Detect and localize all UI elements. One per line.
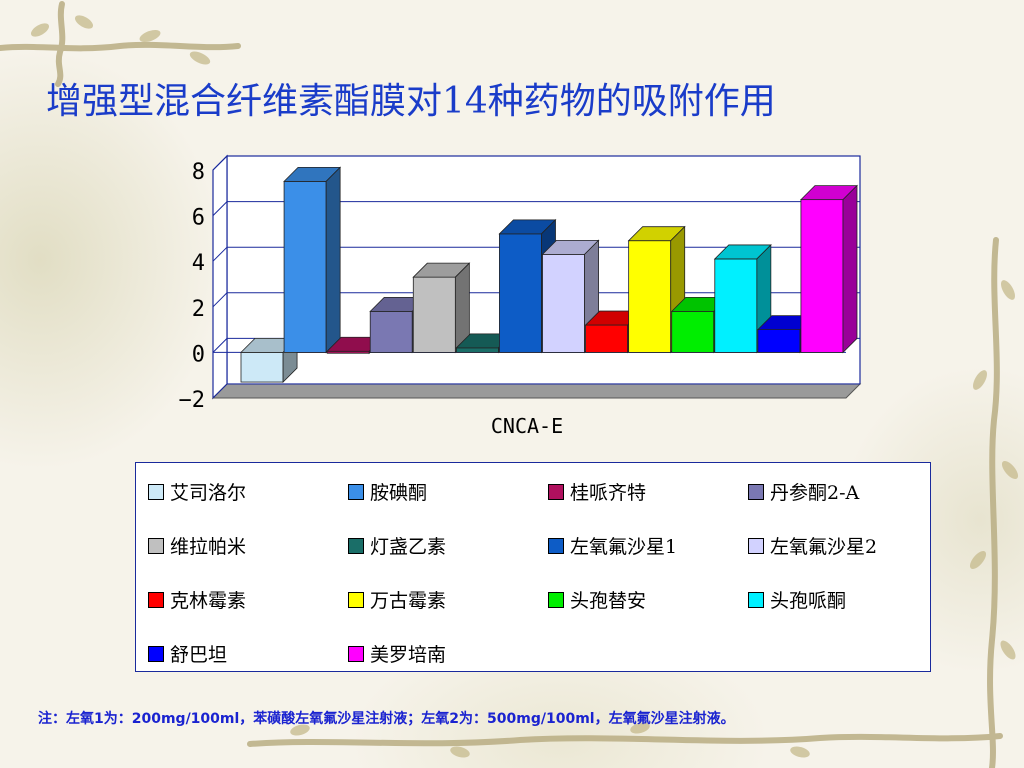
legend-item: 胺碘酮 (348, 478, 427, 505)
legend-item: 桂哌齐特 (548, 478, 646, 505)
legend-label: 桂哌齐特 (570, 482, 647, 504)
legend-label: 舒巴坦 (170, 644, 228, 666)
legend-item: 维拉帕米 (148, 532, 246, 559)
legend-swatch (748, 591, 764, 608)
legend-label: 胺碘酮 (370, 482, 428, 504)
legend-swatch (148, 645, 164, 662)
chart-side-wall (212, 154, 228, 400)
gridline (212, 155, 860, 171)
bar-front-face (499, 233, 542, 353)
legend-swatch (148, 483, 164, 500)
legend-swatch (148, 591, 164, 608)
chart-floor (211, 383, 862, 399)
y-axis-ticks: 8 6 4 2 0 −2 (179, 160, 206, 413)
legend-label: 万古霉素 (370, 590, 447, 612)
legend-item: 舒巴坦 (148, 640, 227, 667)
y-tick-label: 6 (192, 206, 205, 231)
legend-swatch (748, 537, 764, 554)
legend-swatch (548, 483, 564, 500)
bar-side-face (325, 166, 341, 354)
legend-item: 左氧氟沙星1 (548, 532, 677, 559)
legend-swatch (548, 537, 564, 554)
bar-front-face (800, 199, 844, 353)
legend-item: 头孢哌酮 (748, 586, 846, 613)
legend-label: 美罗培南 (370, 644, 447, 666)
legend-label: 克林霉素 (170, 590, 247, 612)
legend-item: 美罗培南 (348, 640, 446, 667)
chart-legend: 艾司洛尔 胺碘酮 桂哌齐特 丹参酮2-A 维拉帕米 灯盏乙素 左氧氟沙星1 左氧氟沙星2 克林霉… (135, 462, 931, 672)
legend-label: 丹参酮2-A (770, 482, 860, 504)
legend-item: 丹参酮2-A (748, 478, 859, 505)
y-tick-label: 2 (192, 297, 205, 322)
legend-swatch (348, 537, 364, 554)
legend-swatch (148, 537, 164, 554)
bar-2 (283, 166, 342, 354)
y-tick-label: −2 (179, 388, 206, 413)
bar-chart: 8 6 4 2 0 −2 CNCA-E (179, 154, 862, 438)
bar-front-face (714, 258, 758, 353)
legend-label: 艾司洛尔 (170, 482, 247, 504)
bar-front-face (240, 351, 284, 383)
legend-label: 左氧氟沙星1 (570, 536, 678, 558)
legend-item: 头孢替安 (548, 586, 646, 613)
legend-item: 克林霉素 (148, 586, 246, 613)
gridline (212, 201, 860, 216)
bar-14 (799, 184, 858, 354)
bar-front-face (671, 310, 715, 353)
y-tick-label: 4 (192, 251, 205, 276)
legend-item: 左氧氟沙星2 (748, 532, 877, 559)
footnote: 注：左氧1为：200mg/100ml，苯磺酸左氧氟沙星注射液；左氧2为：500m… (38, 711, 735, 727)
bar-front-face (283, 180, 327, 353)
legend-swatch (348, 591, 364, 608)
legend-label: 头孢哌酮 (770, 590, 847, 612)
bar-12 (713, 243, 772, 354)
legend-label: 灯盏乙素 (370, 536, 447, 558)
bar-front-face (412, 276, 456, 353)
bar-front-face (542, 253, 585, 353)
legend-item: 艾司洛尔 (148, 478, 246, 505)
bar-front-face (369, 310, 413, 353)
gridline (212, 383, 860, 399)
legend-swatch (548, 591, 564, 608)
legend-item: 万古霉素 (348, 586, 446, 613)
bar-5 (412, 262, 471, 354)
legend-label: 左氧氟沙星2 (770, 536, 878, 558)
legend-label: 维拉帕米 (170, 536, 247, 558)
y-tick-label: 8 (192, 160, 205, 185)
legend-label: 头孢替安 (570, 590, 647, 612)
bar-side-face (842, 184, 858, 354)
bar-front-face (455, 347, 499, 353)
legend-item: 灯盏乙素 (348, 532, 446, 559)
legend-swatch (748, 483, 764, 500)
legend-swatch (348, 645, 364, 662)
bar-front-face (628, 240, 672, 353)
bar-front-face (585, 324, 629, 353)
bar-front-face (757, 329, 801, 353)
x-axis-category-label: CNCA-E (491, 414, 563, 438)
page-title: 增强型混合纤维素酯膜对14种药物的吸附作用 (46, 81, 776, 122)
chart-bars (240, 166, 858, 384)
y-tick-label: 0 (192, 342, 205, 367)
legend-swatch (348, 483, 364, 500)
